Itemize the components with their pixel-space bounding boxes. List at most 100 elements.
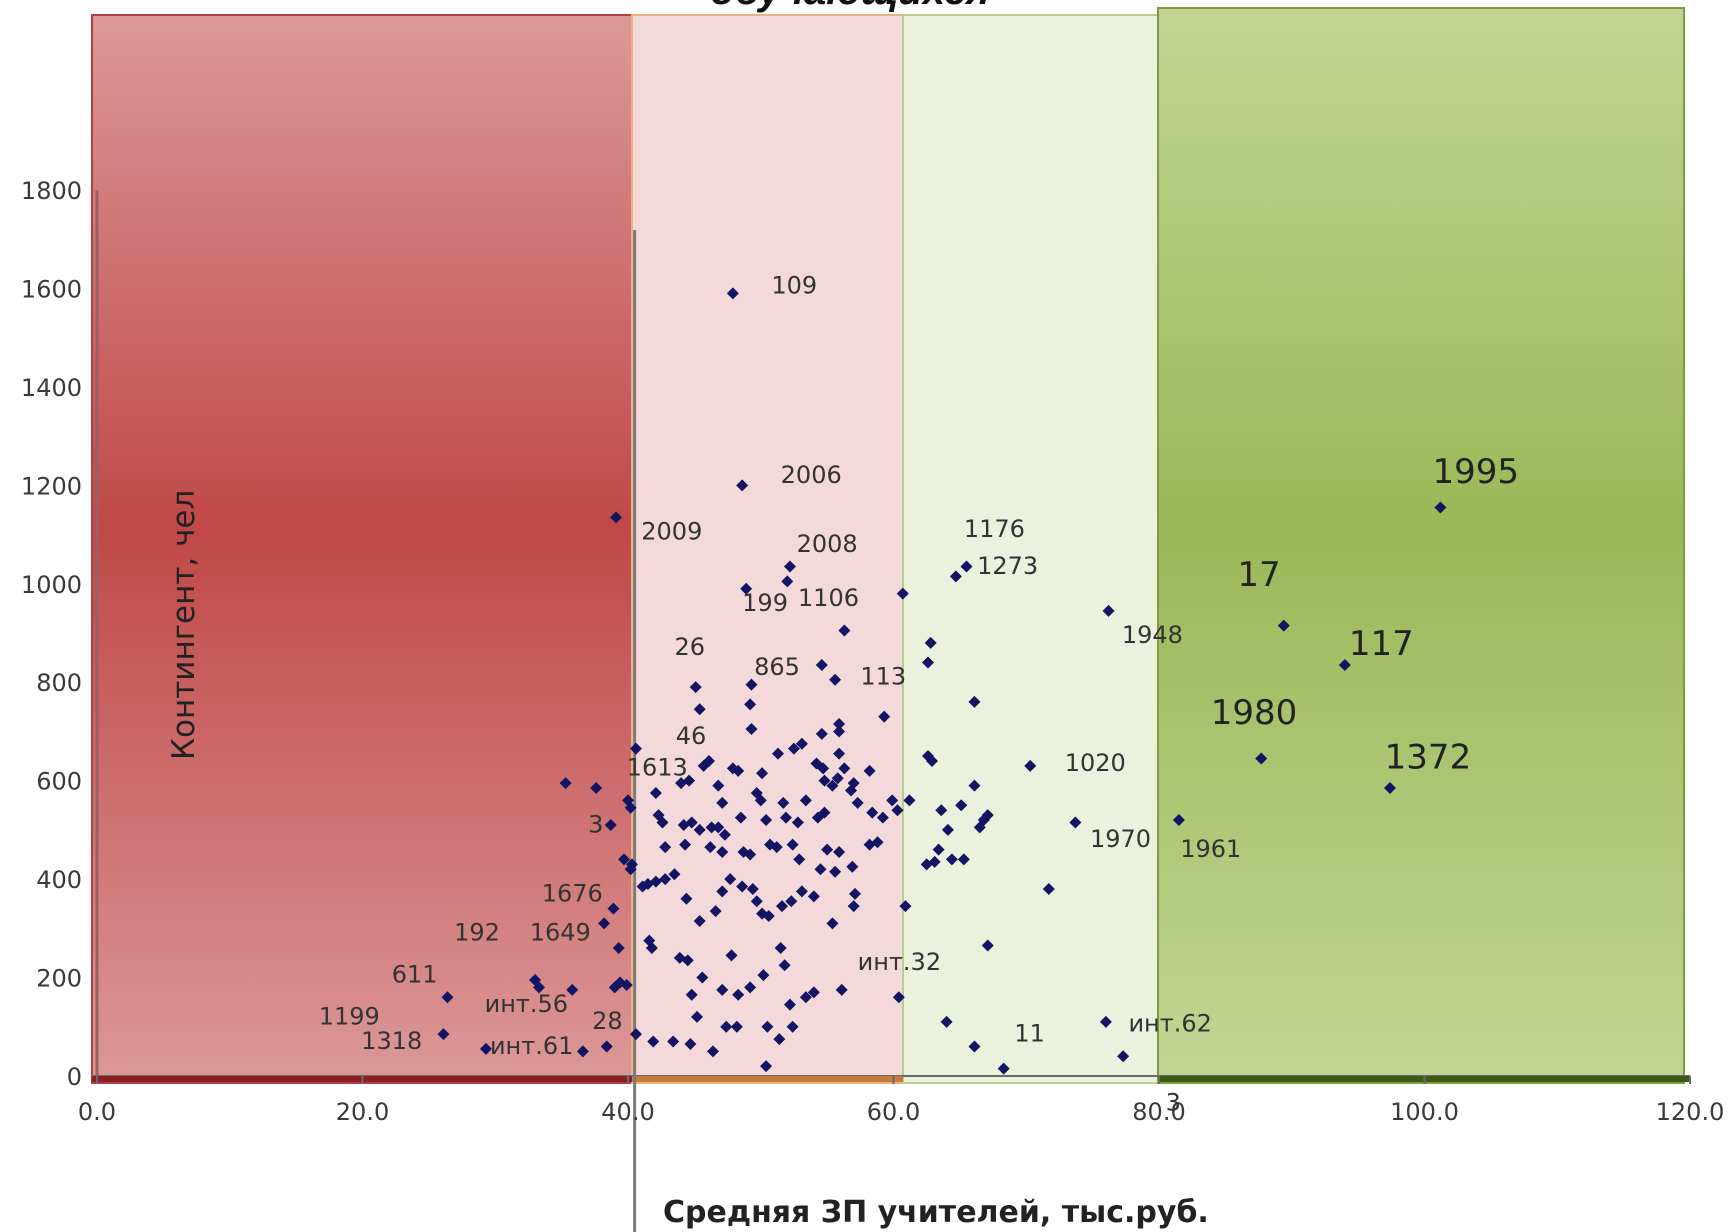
- point-label: 26: [674, 633, 705, 661]
- data-point: [716, 983, 729, 996]
- data-point: [846, 860, 859, 873]
- data-point: [624, 801, 637, 814]
- data-point: [770, 841, 783, 854]
- data-point: [716, 885, 729, 898]
- data-point: [659, 841, 672, 854]
- data-point: [829, 673, 842, 686]
- data-point: [618, 853, 631, 866]
- data-point: [833, 718, 846, 731]
- point-label: 3: [588, 810, 603, 838]
- data-point: [732, 988, 745, 1001]
- data-point: [667, 1035, 680, 1048]
- data-point: [437, 1028, 450, 1041]
- point-label: 1676: [542, 879, 603, 907]
- x-tick-label: 20.0: [336, 1098, 389, 1126]
- data-point: [720, 1020, 733, 1033]
- data-point: [814, 863, 827, 876]
- x-tick-label: 120.0: [1656, 1098, 1725, 1126]
- data-point: [693, 823, 706, 836]
- data-point: [886, 794, 899, 807]
- data-point: [777, 796, 790, 809]
- data-point: [709, 905, 722, 918]
- data-point: [756, 907, 769, 920]
- data-point: [734, 811, 747, 824]
- data-point: [876, 811, 889, 824]
- data-point: [750, 895, 763, 908]
- data-point: [679, 838, 692, 851]
- data-point: [924, 636, 937, 649]
- data-point: [697, 759, 710, 772]
- data-point: [863, 764, 876, 777]
- band-green: [1157, 7, 1685, 1084]
- data-point: [740, 582, 753, 595]
- data-point: [968, 695, 981, 708]
- data-point: [1277, 619, 1290, 632]
- data-point: [1102, 604, 1115, 617]
- data-point: [945, 853, 958, 866]
- data-point: [607, 902, 620, 915]
- data-point: [773, 1033, 786, 1046]
- data-point: [736, 880, 749, 893]
- data-point: [680, 892, 693, 905]
- data-point: [799, 794, 812, 807]
- data-point: [649, 786, 662, 799]
- data-point: [783, 998, 796, 1011]
- data-point: [807, 986, 820, 999]
- y-tick-label: 600: [36, 768, 82, 796]
- data-point: [903, 794, 916, 807]
- chart-title: обучающихся: [710, 0, 990, 13]
- data-point: [786, 838, 799, 851]
- data-point: [826, 779, 839, 792]
- data-point: [925, 754, 938, 767]
- data-point: [745, 722, 758, 735]
- data-point: [1434, 501, 1447, 514]
- data-point: [696, 971, 709, 984]
- data-point: [968, 1040, 981, 1053]
- data-point: [774, 942, 787, 955]
- data-point: [941, 823, 954, 836]
- data-point: [668, 868, 681, 881]
- data-point: [566, 983, 579, 996]
- data-point: [761, 1020, 774, 1033]
- data-point: [795, 737, 808, 750]
- data-point: [744, 698, 757, 711]
- data-point: [815, 727, 828, 740]
- point-label: 1995: [1432, 452, 1519, 492]
- point-label: 1649: [530, 919, 591, 947]
- data-point: [818, 774, 831, 787]
- y-tick-label: 0: [67, 1063, 82, 1091]
- y-tick-label: 1000: [21, 571, 82, 599]
- data-point: [899, 900, 912, 913]
- point-label: 17: [1237, 555, 1280, 595]
- data-point: [659, 873, 672, 886]
- data-point: [629, 742, 642, 755]
- x-tick-label: 80.0: [1132, 1098, 1185, 1126]
- point-label: инт.32: [858, 948, 941, 976]
- x-axis-title: Средняя ЗП учителей, тыс.руб.: [663, 1195, 1209, 1230]
- data-point: [1255, 752, 1268, 765]
- data-point: [786, 1020, 799, 1033]
- band-pink: [631, 14, 904, 1084]
- point-label: 2009: [641, 517, 702, 545]
- data-point: [624, 863, 637, 876]
- point-label: 1970: [1090, 825, 1151, 853]
- data-point: [726, 287, 739, 300]
- data-point: [1172, 814, 1185, 827]
- point-label: 865: [754, 653, 800, 681]
- data-point: [949, 570, 962, 583]
- data-point: [705, 821, 718, 834]
- data-point: [1383, 782, 1396, 795]
- data-point: [928, 855, 941, 868]
- data-point: [818, 806, 831, 819]
- y-tick-label: 1400: [21, 374, 82, 402]
- band-lightgreen: [902, 14, 1159, 1084]
- data-point: [981, 939, 994, 952]
- y-tick-label: 1800: [21, 177, 82, 205]
- data-point: [636, 880, 649, 893]
- data-point: [793, 853, 806, 866]
- data-point: [604, 818, 617, 831]
- data-point: [479, 1042, 492, 1055]
- data-point: [891, 804, 904, 817]
- data-point: [725, 949, 738, 962]
- data-point: [744, 981, 757, 994]
